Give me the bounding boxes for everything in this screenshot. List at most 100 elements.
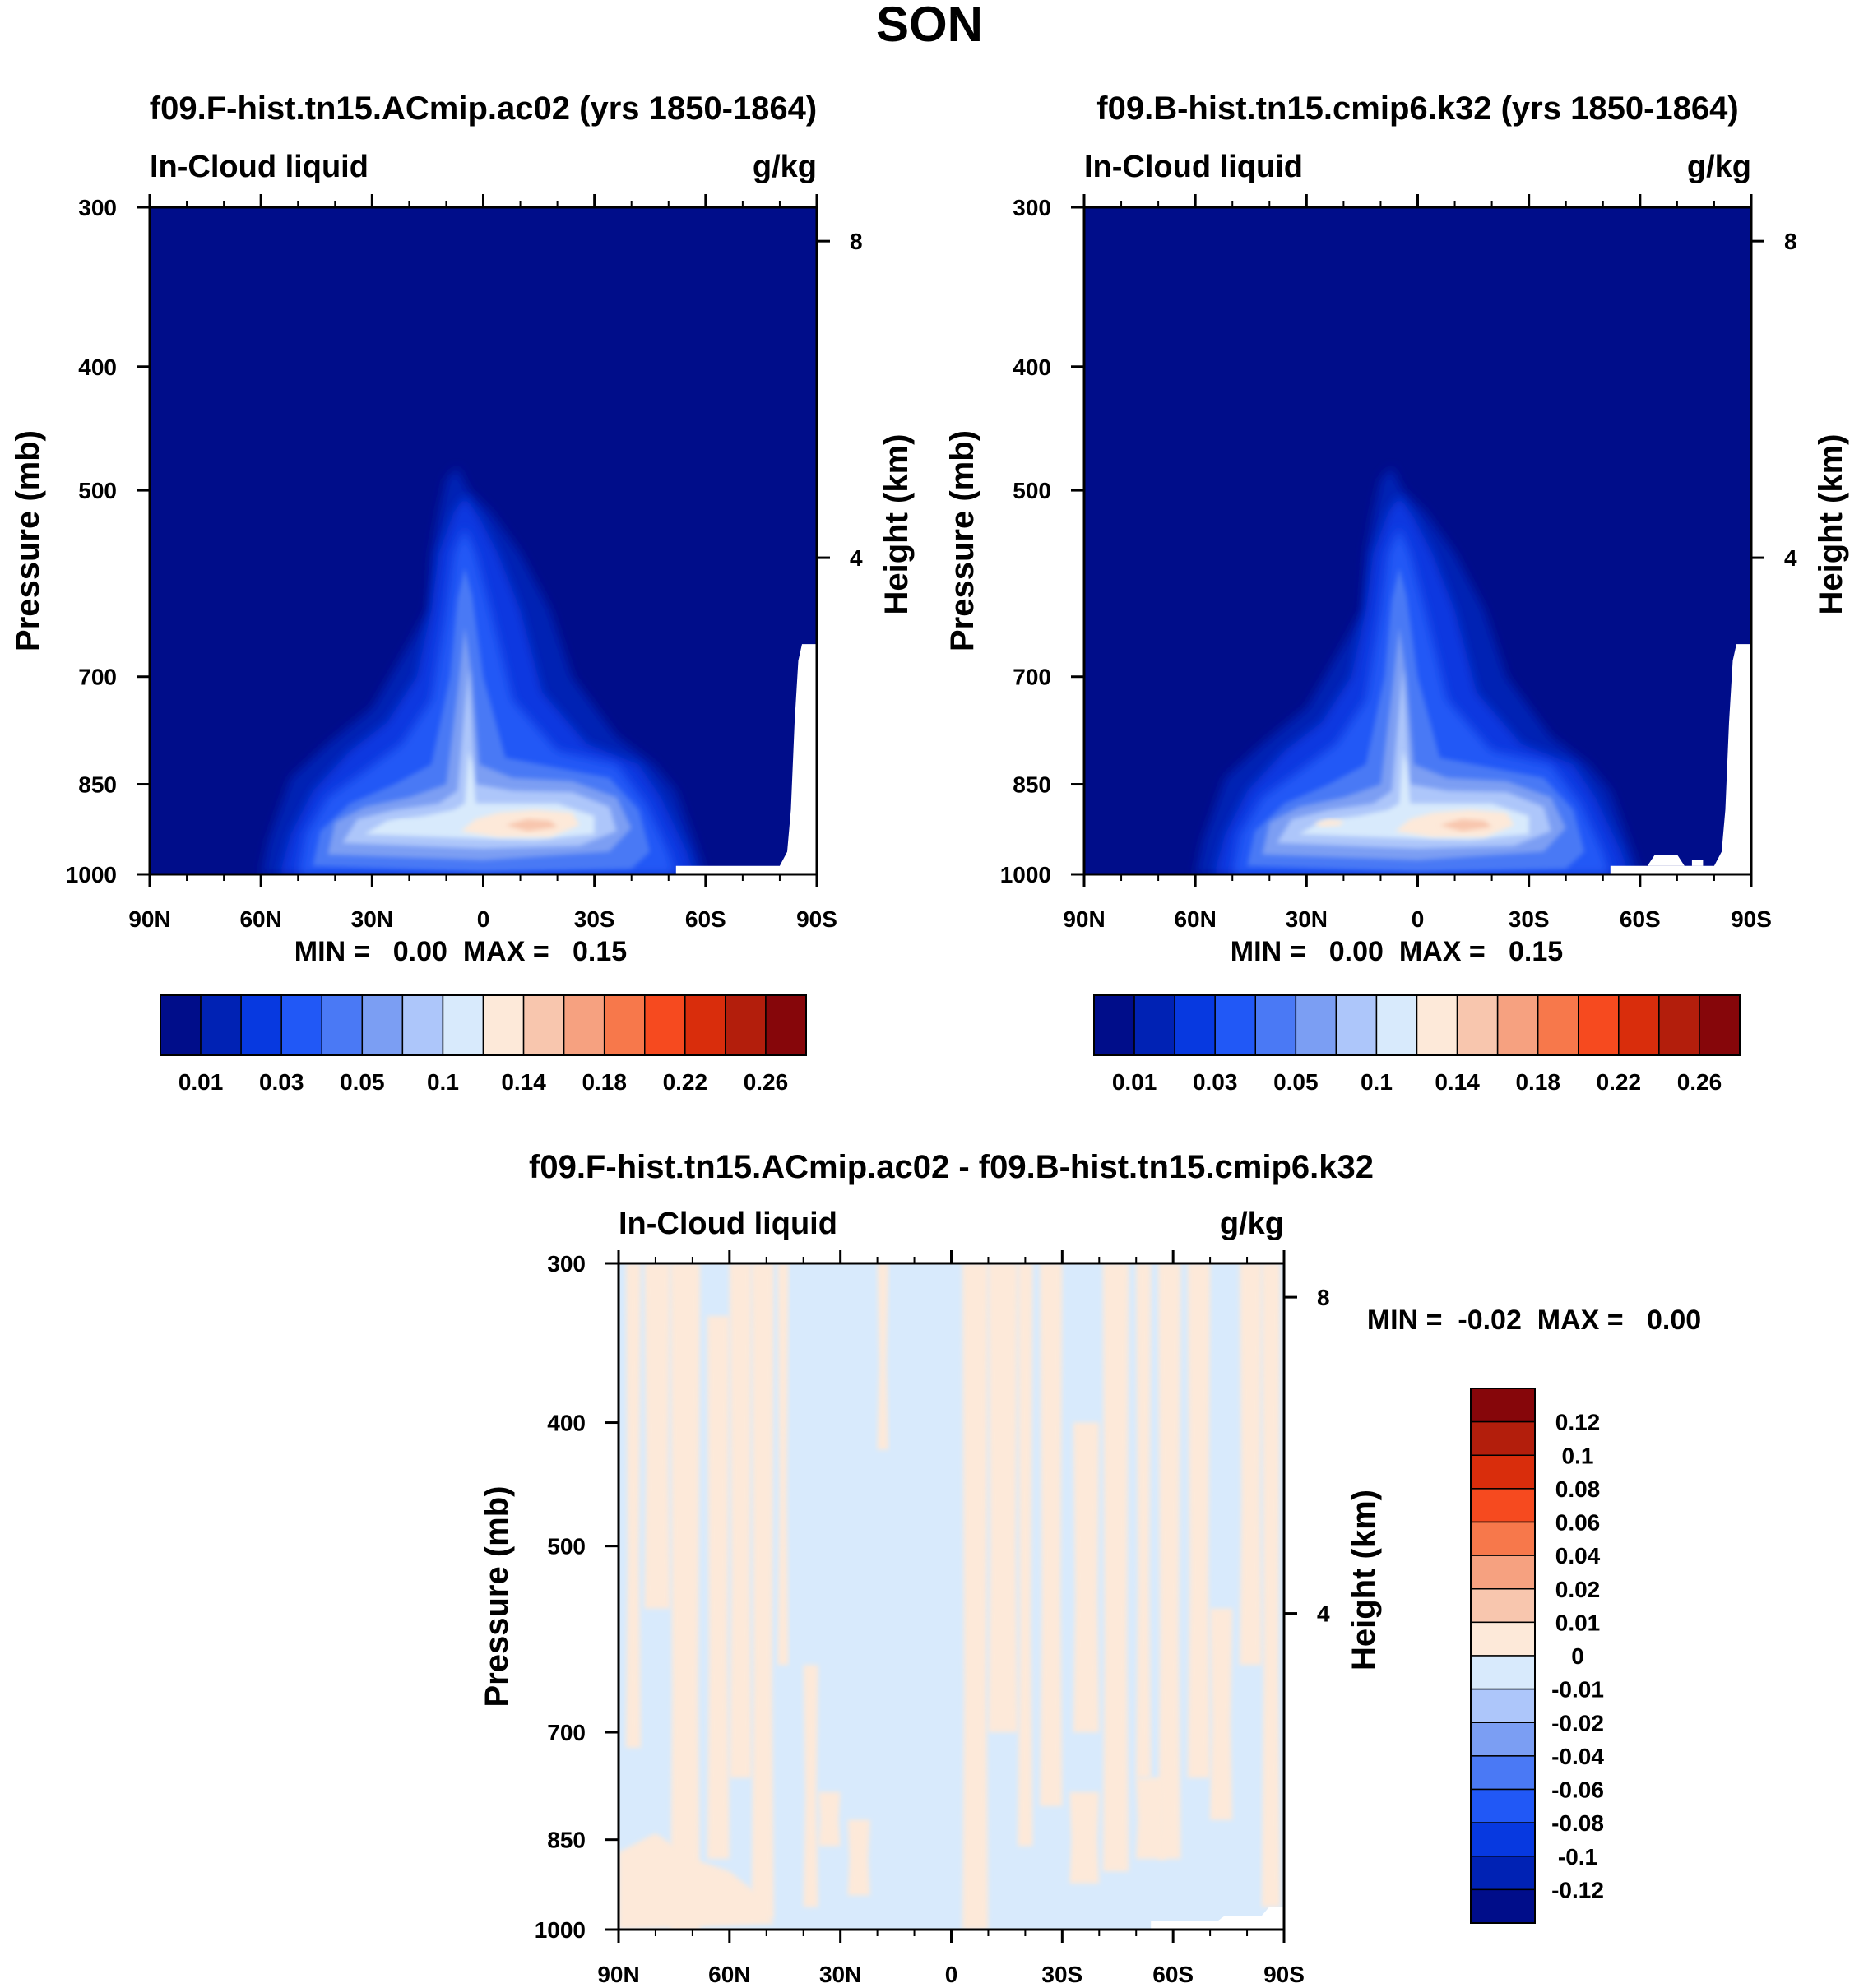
contour-streak-pos — [644, 1263, 670, 1609]
y-tick-label: 500 — [547, 1534, 586, 1559]
contour-level-9 — [505, 818, 558, 832]
contour-field — [1084, 207, 1751, 874]
colorbar-swatch — [1470, 1788, 1536, 1823]
colorbar-label: 0.01 — [1112, 1069, 1157, 1095]
contour-streak-pos — [803, 1665, 818, 1907]
y-tick-label: 400 — [547, 1411, 586, 1436]
x-tick-label: 30N — [819, 1962, 861, 1987]
contour-streak-pos — [1018, 1263, 1033, 1847]
y-tick-label: 300 — [547, 1251, 586, 1277]
colorbar-label: -0.08 — [1551, 1810, 1604, 1836]
colorbar-swatch — [1618, 994, 1660, 1056]
y2-tick-label: 4 — [850, 545, 863, 571]
y-tick-label: 1000 — [66, 862, 117, 887]
y-tick-label: 300 — [1013, 195, 1051, 220]
contour-streak-pos — [818, 1791, 841, 1847]
variable-label: In-Cloud liquid — [1084, 150, 1303, 184]
colorbar-swatch — [1470, 1420, 1536, 1456]
colorbar-swatch — [1375, 994, 1418, 1056]
panel-title: f09.F-hist.tn15.ACmip.ac02 - f09.B-hist.… — [529, 1149, 1374, 1185]
colorbar-swatch — [765, 994, 807, 1056]
y2-tick-label: 8 — [1317, 1285, 1330, 1310]
colorbar-label: 0.01 — [1555, 1610, 1601, 1635]
x-tick-label: 60N — [708, 1962, 750, 1987]
y2-tick-label: 4 — [1317, 1601, 1330, 1627]
colorbar-swatch — [1470, 1588, 1536, 1624]
panel-diff: 90N 60N 30N 0 30S 60S 90S 300 400 500 700 850 1000 8 4… — [479, 1149, 1701, 1987]
colorbar-label: 0.26 — [1677, 1069, 1722, 1095]
contour-streak-pos — [1262, 1263, 1281, 1907]
x-tick-label: 60N — [1174, 906, 1216, 932]
colorbar-swatch — [563, 994, 605, 1056]
y-tick-label: 850 — [78, 772, 117, 798]
colorbar-swatch — [361, 994, 404, 1056]
colorbar-swatch — [1470, 1388, 1536, 1423]
y2-axis-label: Height (km) — [1813, 434, 1849, 615]
y-tick-label: 700 — [1013, 665, 1051, 690]
contour-streak-pos — [1136, 1263, 1152, 1778]
min-max-stats: MIN = -0.02 MAX = 0.00 — [1367, 1304, 1701, 1336]
colorbar-label: 0.06 — [1555, 1510, 1601, 1536]
colorbar-swatch — [1470, 1888, 1536, 1924]
colorbar-swatch — [644, 994, 686, 1056]
colorbar-swatch — [240, 994, 282, 1056]
colorbar-swatch — [1470, 1856, 1536, 1891]
panel-title: f09.F-hist.tn15.ACmip.ac02 (yrs 1850-186… — [150, 90, 817, 127]
contour-streak-pos — [619, 1833, 774, 1930]
y-tick-label: 850 — [547, 1828, 586, 1853]
colorbar-label: 0.12 — [1555, 1410, 1601, 1435]
colorbar-swatch — [1456, 994, 1499, 1056]
contour-streak-pos — [777, 1263, 789, 1666]
y-axis-label: Pressure (mb) — [10, 430, 46, 651]
colorbar-swatch — [1470, 1722, 1536, 1757]
contour-streak-pos — [1073, 1422, 1100, 1732]
figure-title: SON — [876, 0, 983, 52]
y-tick-label: 850 — [1013, 772, 1051, 798]
contour-streak-pos — [1158, 1263, 1181, 1859]
x-tick-label: 30S — [1041, 1962, 1082, 1987]
panel-left: 90N 60N 30N 0 30S 60S 90S 300 400 500 700 850 1000 8 4… — [10, 90, 915, 1095]
colorbar-label: 0 — [1571, 1643, 1584, 1669]
missing-data-region — [675, 644, 817, 874]
y2-tick-label: 4 — [1784, 545, 1797, 571]
colorbar-swatch — [1699, 994, 1741, 1056]
colorbar-swatch — [1133, 994, 1175, 1056]
x-tick-label: 60N — [239, 906, 281, 932]
colorbar-swatch — [1658, 994, 1700, 1056]
missing-data-region — [1151, 1907, 1284, 1930]
contour-spot — [387, 819, 417, 826]
panel-title: f09.B-hist.tn15.cmip6.k32 (yrs 1850-1864… — [1096, 90, 1738, 127]
units-label: g/kg — [1220, 1207, 1284, 1241]
x-tick-label: 30S — [1509, 906, 1550, 932]
x-tick-label: 30N — [1286, 906, 1328, 932]
colorbar-swatch — [1496, 994, 1539, 1056]
contour-streak-pos — [751, 1263, 774, 1919]
variable-label: In-Cloud liquid — [150, 150, 369, 184]
colorbar-label: 0.18 — [582, 1069, 627, 1095]
colorbar-frame — [1470, 1388, 1536, 1924]
contour-streak-pos — [1188, 1263, 1211, 1778]
y-tick-label: 1000 — [535, 1917, 586, 1943]
min-max-stats: MIN = 0.00 MAX = 0.15 — [294, 936, 627, 967]
x-tick-label: 90N — [1063, 906, 1105, 932]
x-tick-label: 60S — [1620, 906, 1661, 932]
colorbar-label: -0.06 — [1551, 1777, 1604, 1803]
colorbar-label: 0.05 — [340, 1069, 385, 1095]
y-axis-label: Pressure (mb) — [479, 1486, 515, 1708]
colorbar-label: 0.08 — [1555, 1476, 1601, 1502]
x-tick-label: 0 — [1412, 906, 1425, 932]
contour-streak-pos — [626, 1263, 641, 1748]
contour-streak-pos — [1040, 1263, 1063, 1806]
colorbar-swatch — [321, 994, 364, 1056]
contour-streak-pos — [670, 1263, 700, 1930]
y-axis-label: Pressure (mb) — [944, 430, 980, 651]
y2-tick-label: 8 — [1784, 229, 1797, 254]
min-max-stats: MIN = 0.00 MAX = 0.15 — [1231, 936, 1563, 967]
colorbar-swatch — [1470, 1655, 1536, 1690]
y-tick-label: 700 — [547, 1720, 586, 1745]
x-tick-label: 90S — [796, 906, 837, 932]
colorbar-swatch — [603, 994, 646, 1056]
contour-streak-pos — [1136, 1777, 1166, 1859]
contour-streak-pos — [877, 1263, 889, 1450]
contour-streak-pos — [729, 1263, 752, 1778]
